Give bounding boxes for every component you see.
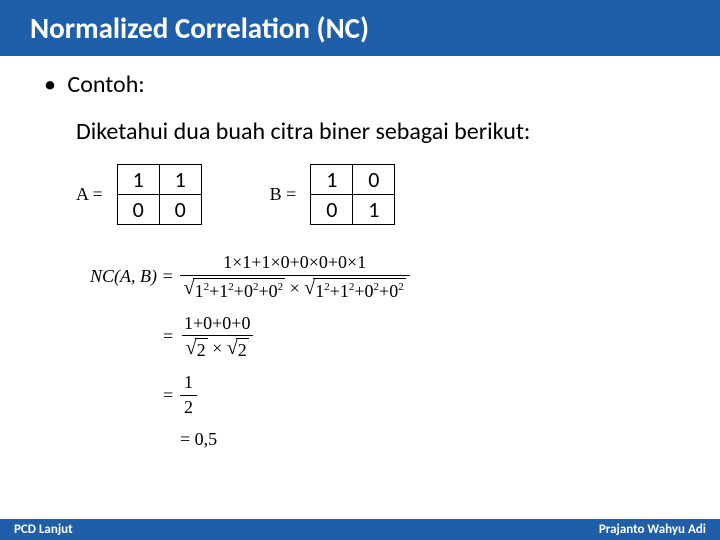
eq-sign: = (90, 327, 174, 347)
numerator: 1+0+0+0 (180, 314, 254, 336)
cell: 1 (117, 165, 159, 195)
subtext: Diketahui dua buah citra biner sebagai b… (76, 117, 690, 146)
result-value: = 0,5 (180, 430, 217, 450)
eq-line-2: = 1+0+0+0 √2 × √2 (90, 314, 690, 362)
slide-body: Contoh: Diketahui dua buah citra biner s… (0, 56, 720, 450)
footer-bar: PCD Lanjut Prajanto Wahyu Adi (0, 519, 720, 540)
sqrt-b: √ 12+12+02+02 (304, 278, 405, 302)
bullet-contoh: Contoh: (44, 70, 690, 99)
eq-line-1: NC(A, B) = 1×1+1×0+0×0+0×1 √ 12+12+02+02… (90, 253, 690, 302)
cell: 0 (117, 195, 159, 225)
eq-lhs: NC(A, B) = (90, 267, 174, 287)
equation-block: NC(A, B) = 1×1+1×0+0×0+0×1 √ 12+12+02+02… (90, 253, 690, 450)
numerator: 1×1+1×0+0×0+0×1 (219, 253, 370, 275)
sqrt-2a: √2 (186, 338, 208, 361)
denominator: √ 12+12+02+02 × √ 12+12+02+02 (180, 275, 410, 302)
matrix-b: 1 0 0 1 (310, 164, 395, 225)
eq-line-3: = 1 2 (90, 373, 690, 418)
slide-title: Normalized Correlation (NC) (0, 0, 720, 56)
matrix-a-label: A = (76, 184, 103, 205)
fraction-2: 1+0+0+0 √2 × √2 (180, 314, 254, 362)
cell: 0 (353, 165, 395, 195)
cell: 1 (353, 195, 395, 225)
matrix-a: 1 1 0 0 (117, 164, 202, 225)
sqrt-2b: √2 (227, 338, 249, 361)
matrix-b-label: B = (270, 184, 297, 205)
footer-left: PCD Lanjut (14, 522, 73, 537)
eq-line-4: = 0,5 (90, 430, 690, 450)
footer-right: Prajanto Wahyu Adi (599, 522, 706, 537)
denominator: √2 × √2 (182, 335, 253, 361)
matrix-row: A = 1 1 0 0 B = 1 0 0 1 (76, 164, 690, 225)
cell: 0 (311, 195, 353, 225)
cell: 1 (159, 165, 201, 195)
cell: 0 (159, 195, 201, 225)
denominator: 2 (180, 395, 197, 418)
sqrt-a: √ 12+12+02+02 (184, 278, 285, 302)
eq-sign: = (90, 386, 174, 406)
fraction-3: 1 2 (180, 373, 197, 418)
cell: 1 (311, 165, 353, 195)
fraction-1: 1×1+1×0+0×0+0×1 √ 12+12+02+02 × √ 12+12+… (180, 253, 410, 302)
numerator: 1 (180, 373, 197, 395)
